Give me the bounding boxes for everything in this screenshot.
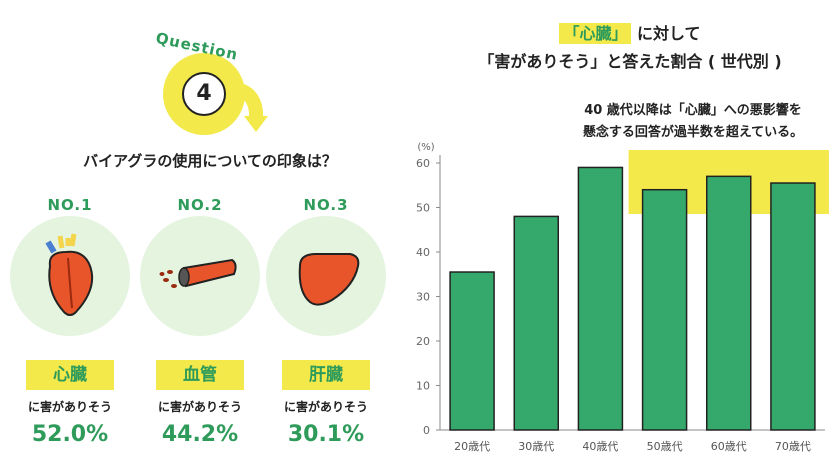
organ-percent: 52.0% — [31, 422, 109, 447]
organ-name: 血管 — [156, 360, 244, 390]
chart-note-line1: 40 歳代以降は「心臓」への悪影響を — [584, 103, 802, 118]
organ-harm-text: に害がありそう — [27, 400, 112, 414]
x-tick-label: 40歳代 — [582, 440, 618, 453]
organ-percent: 44.2% — [161, 422, 239, 447]
y-tick-label: 60 — [416, 157, 430, 170]
x-tick-label: 20歳代 — [454, 440, 490, 453]
organ-circle — [140, 216, 260, 336]
rank-label: NO.1 — [47, 196, 93, 214]
chart-title-rest: に対して — [637, 24, 701, 43]
arrow-icon — [229, 81, 268, 132]
x-tick-label: 70歳代 — [775, 440, 811, 453]
x-tick-label: 30歳代 — [518, 440, 554, 453]
chart-note-line2: 懸念する回答が過半数を超えている。 — [582, 125, 804, 140]
y-tick-label: 40 — [416, 246, 430, 259]
heart-icon — [45, 233, 94, 316]
y-tick-label: 0 — [423, 424, 430, 437]
bar — [770, 182, 816, 431]
chart-note: 40 歳代以降は「心臓」への悪影響を 懸念する回答が過半数を超えている。 — [548, 100, 838, 144]
y-tick-label: 30 — [416, 291, 430, 304]
y-axis-unit: (%) — [417, 142, 434, 153]
blood-vessel-icon — [159, 258, 237, 288]
organ-circle — [266, 216, 386, 336]
bar — [577, 166, 624, 431]
y-tick-label: 20 — [416, 335, 430, 348]
bar — [641, 188, 688, 431]
bar-chart: (%) 0 10 20 30 40 50 60 20歳代 30歳代 40歳代 50歳代 60歳代 70歳代 — [416, 142, 829, 453]
organ-percent: 30.1% — [287, 422, 365, 447]
question-number: 4 — [182, 72, 226, 116]
bar — [513, 215, 559, 431]
liver-icon — [298, 253, 360, 306]
question-text: バイアグラの使用についての印象は？ — [83, 152, 337, 170]
x-tick-label: 50歳代 — [647, 440, 683, 453]
organ-harm-text: に害がありそう — [283, 400, 368, 414]
organ-circle — [10, 216, 130, 336]
organ-name: 肝臓 — [282, 360, 370, 390]
rank-label: NO.2 — [177, 196, 223, 214]
chart-title-line2: 「害がありそう」と答えた割合 ( 世代別 ) — [478, 52, 782, 71]
x-tick-label: 60歳代 — [711, 440, 747, 453]
y-tick-label: 50 — [416, 202, 430, 215]
organ-harm-text: に害がありそう — [157, 400, 242, 414]
y-tick-label: 10 — [416, 380, 430, 393]
organ-name: 心臓 — [26, 360, 114, 390]
chart-title-highlight: 「心臓」 — [559, 23, 632, 44]
chart-title-line1: 「心臓」 に対して — [420, 20, 840, 44]
bar — [706, 175, 752, 431]
rank-label: NO.3 — [303, 196, 349, 214]
bar — [449, 271, 495, 431]
